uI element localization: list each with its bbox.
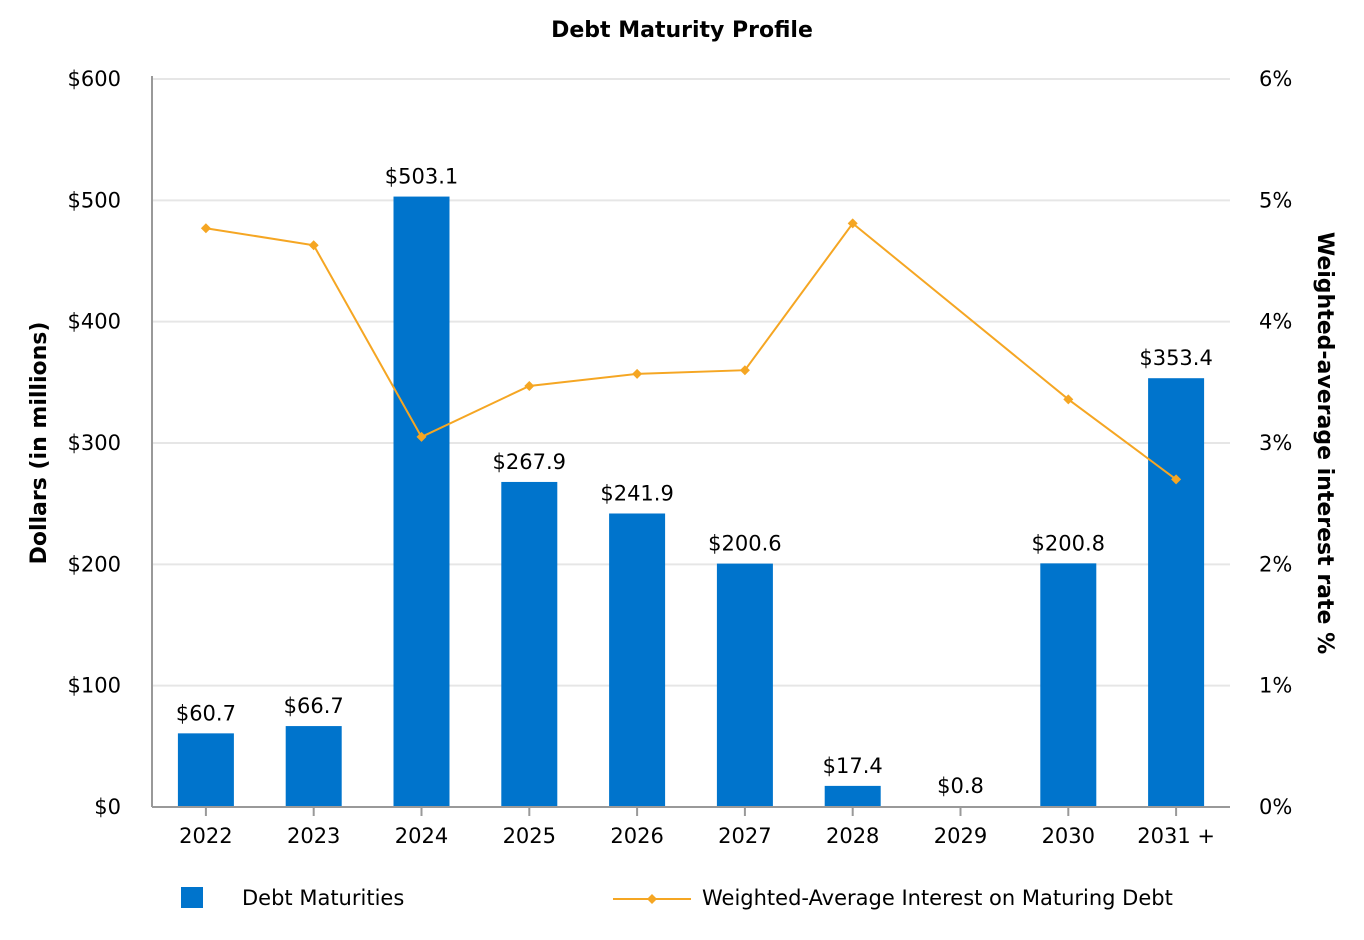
interest-rate-point — [847, 218, 858, 229]
left-tick-label: $500 — [68, 188, 121, 212]
x-tick-label: 2030 — [1042, 824, 1095, 848]
interest-rate-point — [739, 365, 750, 376]
interest-rate-point — [416, 431, 427, 442]
left-tick-label: $600 — [68, 67, 121, 91]
x-tick-label: 2026 — [610, 824, 663, 848]
bar-data-label: $267.9 — [493, 450, 566, 474]
right-tick-label: 5% — [1259, 188, 1292, 212]
right-tick-label: 3% — [1259, 431, 1292, 455]
left-tick-label: $400 — [68, 310, 121, 334]
x-tick-label: 2022 — [179, 824, 232, 848]
bar-data-label: $17.4 — [823, 754, 883, 778]
interest-rate-point — [308, 240, 319, 251]
bar-data-label: $200.8 — [1032, 531, 1105, 555]
left-axis-title: Dollars (in millions) — [27, 322, 52, 565]
legend-line-label: Weighted-Average Interest on Maturing De… — [702, 886, 1173, 910]
legend: Debt Maturities Weighted-Average Interes… — [181, 886, 1173, 910]
bar-data-label: $60.7 — [176, 701, 236, 725]
left-tick-label: $300 — [68, 431, 121, 455]
x-tick-label: 2025 — [503, 824, 556, 848]
left-axis-ticks: $0 $100 $200 $300 $400 $500 $600 — [68, 67, 121, 819]
interest-rate-point — [524, 380, 535, 391]
right-tick-label: 6% — [1259, 67, 1292, 91]
right-tick-label: 2% — [1259, 552, 1292, 576]
right-axis-title: Weighted-average interest rate % — [1312, 232, 1337, 654]
x-axis-ticks: 2022 2023 2024 2025 2026 2027 2028 2029 2030 2031… — [179, 807, 1215, 848]
x-tick-label: 2029 — [934, 824, 987, 848]
bar-data-labels: $60.7 $66.7 $503.1 $267.9 $241.9 $200.6 $17.4 $… — [176, 165, 1213, 798]
bar — [716, 563, 773, 807]
bar — [501, 481, 558, 807]
right-tick-label: 4% — [1259, 310, 1292, 334]
bar — [1148, 378, 1205, 807]
bar — [824, 785, 881, 807]
legend-bar-swatch — [181, 887, 203, 908]
right-tick-label: 0% — [1259, 795, 1292, 819]
bar-data-label: $66.7 — [284, 694, 344, 718]
bar — [393, 196, 450, 807]
interest-rate-line — [205, 221, 1177, 481]
right-tick-label: 1% — [1259, 674, 1292, 698]
bar-series — [177, 196, 1205, 807]
interest-rate-point — [1171, 474, 1182, 485]
bar-data-label: $503.1 — [385, 165, 458, 189]
bar — [177, 733, 234, 807]
interest-rate-point — [1063, 394, 1074, 405]
line-series — [200, 218, 1182, 485]
bar — [1040, 563, 1097, 807]
x-tick-label: 2024 — [395, 824, 448, 848]
bar — [285, 726, 342, 807]
bar-data-label: $200.6 — [708, 532, 781, 556]
left-tick-label: $200 — [68, 552, 121, 576]
x-tick-label: 2027 — [718, 824, 771, 848]
interest-rate-point — [200, 223, 211, 234]
right-axis-ticks: 0% 1% 2% 3% 4% 5% 6% — [1259, 67, 1292, 819]
legend-bar-label: Debt Maturities — [242, 886, 404, 910]
interest-rate-point — [632, 368, 643, 379]
bar-data-label: $353.4 — [1139, 346, 1212, 370]
x-tick-label: 2031 + — [1137, 824, 1215, 848]
legend-line-marker — [647, 894, 657, 904]
x-tick-label: 2028 — [826, 824, 879, 848]
chart-title: Debt Maturity Profile — [551, 18, 813, 43]
left-tick-label: $100 — [68, 674, 121, 698]
axes — [151, 76, 1230, 808]
left-tick-label: $0 — [94, 795, 121, 819]
x-tick-label: 2023 — [287, 824, 340, 848]
bar-data-label: $241.9 — [600, 481, 673, 505]
bar — [609, 513, 666, 807]
bar-data-label: $0.8 — [937, 774, 984, 798]
